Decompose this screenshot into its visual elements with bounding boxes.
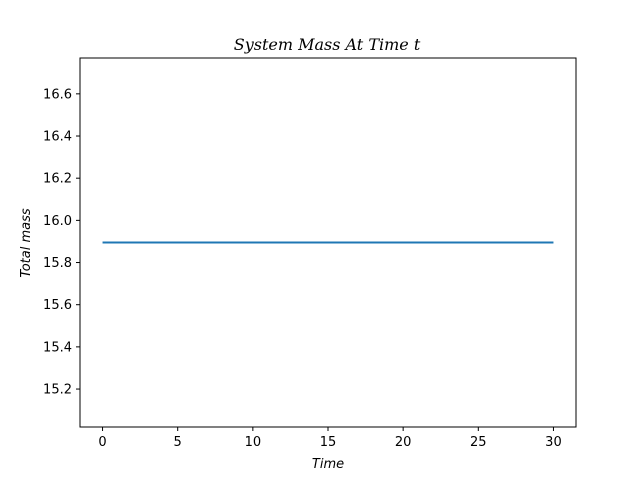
y-tick-label: 15.8 xyxy=(43,256,72,271)
y-tick-label: 16.6 xyxy=(43,87,72,102)
x-axis: 0 5 10 15 20 25 30 xyxy=(98,427,562,450)
x-tick-label: 25 xyxy=(470,435,487,450)
x-tick-label: 10 xyxy=(245,435,262,450)
y-axis: 15.2 15.4 15.6 15.8 16.0 16.2 16.4 16.6 xyxy=(43,87,80,398)
x-tick-label: 15 xyxy=(320,435,337,450)
y-tick-label: 15.4 xyxy=(43,340,72,355)
y-tick-label: 16.0 xyxy=(43,214,72,229)
y-axis-label: Total mass xyxy=(19,208,34,277)
x-tick-label: 5 xyxy=(174,435,182,450)
y-tick-label: 16.4 xyxy=(43,130,72,145)
y-tick-label: 16.2 xyxy=(43,172,72,187)
x-tick-label: 20 xyxy=(395,435,412,450)
x-tick-label: 30 xyxy=(545,435,562,450)
x-tick-label: 0 xyxy=(98,435,106,450)
chart-title: System Mass At Time t xyxy=(234,35,421,54)
y-tick-label: 15.6 xyxy=(43,298,72,313)
y-tick-label: 15.2 xyxy=(43,383,72,398)
x-axis-label: Time xyxy=(312,457,344,472)
